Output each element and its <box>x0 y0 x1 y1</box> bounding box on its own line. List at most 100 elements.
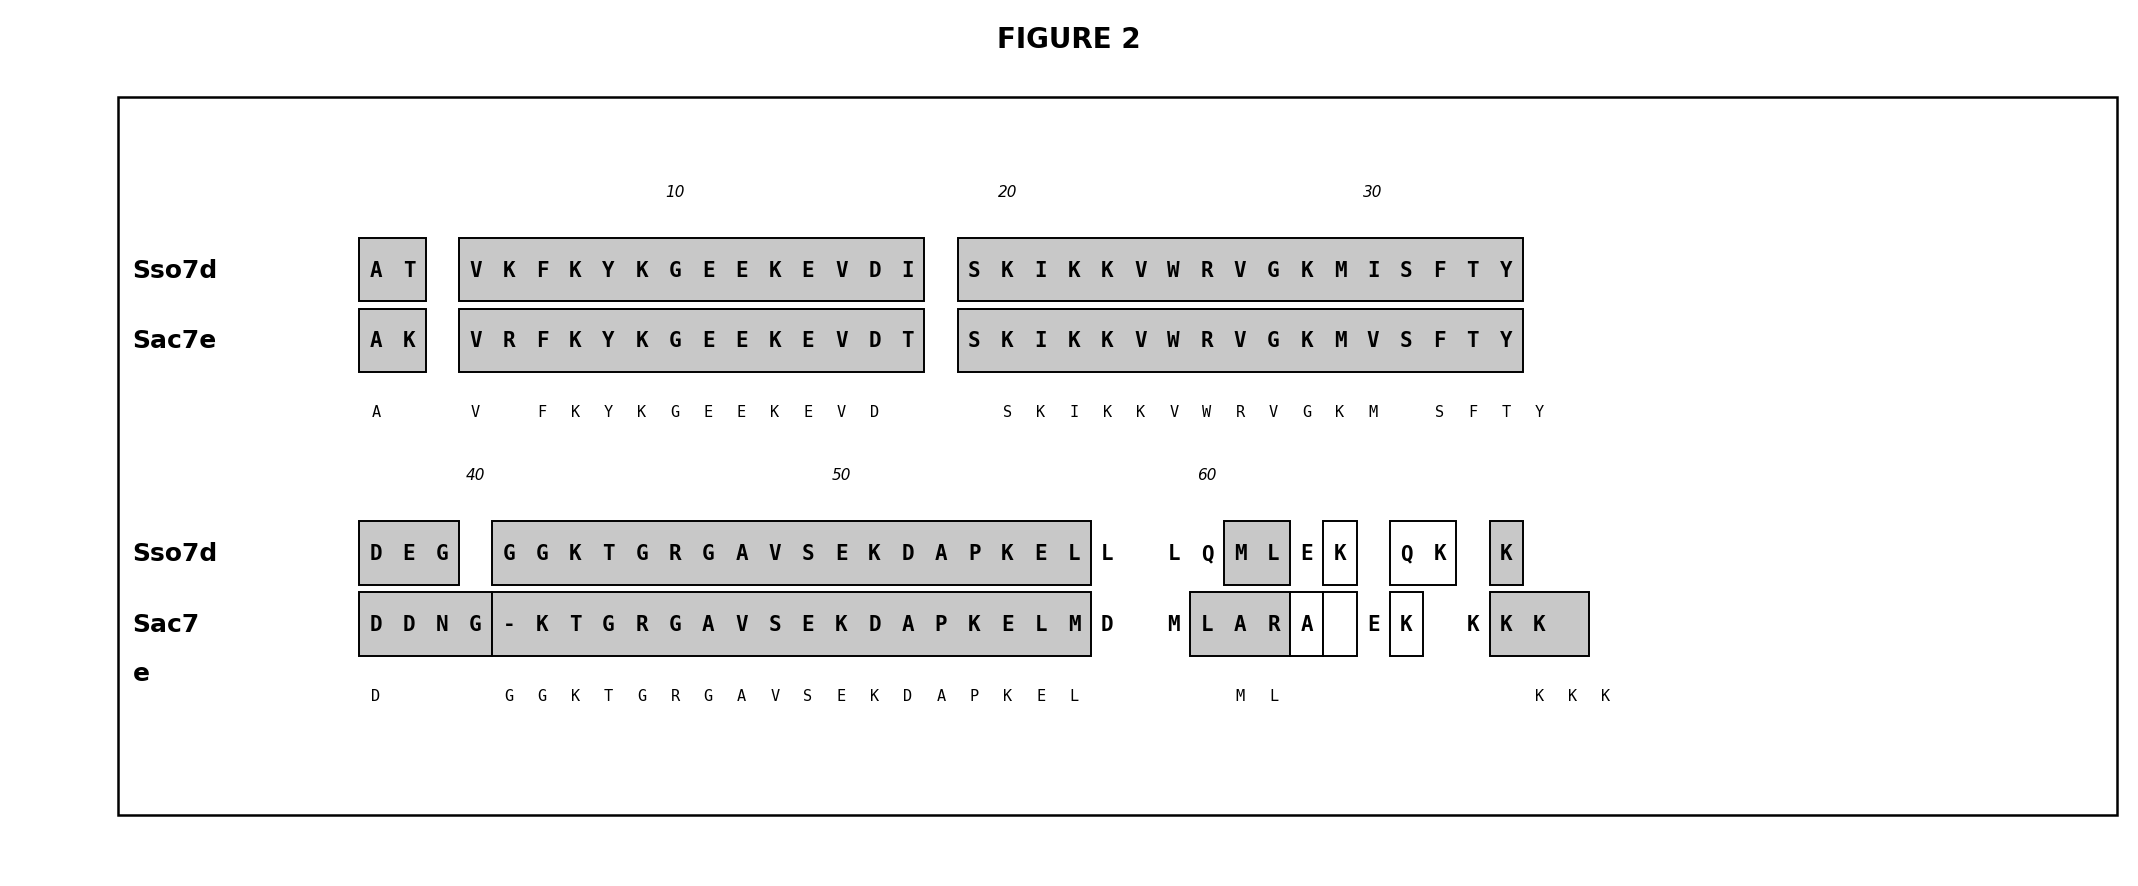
Text: K: K <box>1037 405 1045 419</box>
Text: G: G <box>635 544 648 563</box>
Text: M: M <box>1236 688 1244 703</box>
Bar <box>359 238 425 302</box>
Text: K: K <box>1001 331 1013 351</box>
Text: L: L <box>1069 688 1078 703</box>
Text: F: F <box>1469 405 1477 419</box>
Text: Sac7: Sac7 <box>133 612 199 637</box>
Text: Q: Q <box>1202 544 1212 563</box>
Text: Sso7d: Sso7d <box>133 541 218 566</box>
Text: E: E <box>1035 544 1048 563</box>
Text: R: R <box>502 331 515 351</box>
Text: E: E <box>1366 615 1379 634</box>
Text: G: G <box>1268 260 1281 280</box>
Text: A: A <box>372 405 381 419</box>
Text: E: E <box>804 405 812 419</box>
Bar <box>118 97 2117 815</box>
Text: S: S <box>1400 331 1413 351</box>
Text: V: V <box>770 688 780 703</box>
Text: K: K <box>569 260 582 280</box>
Text: V: V <box>1366 331 1379 351</box>
Text: Sso7d: Sso7d <box>133 258 218 283</box>
Text: A: A <box>735 544 748 563</box>
Text: A: A <box>738 688 746 703</box>
Text: G: G <box>669 260 682 280</box>
Text: T: T <box>1467 260 1479 280</box>
Text: A: A <box>370 260 383 280</box>
Text: e: e <box>133 661 150 686</box>
Text: K: K <box>569 331 582 351</box>
Text: M: M <box>1234 544 1246 563</box>
Text: K: K <box>571 688 579 703</box>
Text: K: K <box>1135 405 1146 419</box>
Text: T: T <box>603 544 616 563</box>
Text: P: P <box>934 615 947 634</box>
Text: V: V <box>1268 405 1279 419</box>
Text: V: V <box>735 615 748 634</box>
Text: D: D <box>868 331 881 351</box>
Text: Sac7e: Sac7e <box>133 329 216 354</box>
Text: G: G <box>436 544 449 563</box>
Text: E: E <box>802 331 815 351</box>
Text: D: D <box>868 615 881 634</box>
Text: K: K <box>1103 405 1112 419</box>
Text: K: K <box>1001 260 1013 280</box>
Text: K: K <box>770 405 780 419</box>
Text: T: T <box>402 260 415 280</box>
Text: E: E <box>802 260 815 280</box>
Text: K: K <box>1003 688 1011 703</box>
Text: 40: 40 <box>466 468 485 483</box>
Text: R: R <box>669 544 682 563</box>
Text: V: V <box>1234 331 1246 351</box>
Text: K: K <box>1601 688 1610 703</box>
Text: G: G <box>468 615 481 634</box>
Text: K: K <box>1533 615 1546 634</box>
Text: D: D <box>870 405 879 419</box>
Text: G: G <box>701 544 714 563</box>
Text: E: E <box>735 331 748 351</box>
Text: W: W <box>1167 331 1180 351</box>
Text: D: D <box>1101 615 1114 634</box>
Text: E: E <box>402 544 415 563</box>
Text: I: I <box>1366 260 1379 280</box>
Text: Q: Q <box>1400 544 1413 563</box>
Text: W: W <box>1202 405 1212 419</box>
Text: I: I <box>1035 331 1048 351</box>
Text: A: A <box>701 615 714 634</box>
Text: G: G <box>502 544 515 563</box>
Text: K: K <box>1300 260 1313 280</box>
Text: K: K <box>637 405 646 419</box>
Text: L: L <box>1167 544 1180 563</box>
Text: V: V <box>836 331 847 351</box>
Text: S: S <box>768 615 780 634</box>
Text: T: T <box>1467 331 1479 351</box>
Text: K: K <box>1067 331 1080 351</box>
Text: E: E <box>701 331 714 351</box>
Text: D: D <box>402 615 415 634</box>
Text: 20: 20 <box>998 184 1018 199</box>
Text: M: M <box>1334 260 1347 280</box>
Text: R: R <box>671 688 680 703</box>
Text: A: A <box>936 688 945 703</box>
Text: P: P <box>971 688 979 703</box>
Text: V: V <box>1234 260 1246 280</box>
Text: T: T <box>569 615 582 634</box>
Text: K: K <box>1467 615 1479 634</box>
Text: K: K <box>969 615 981 634</box>
Bar <box>460 309 924 373</box>
Text: S: S <box>969 260 981 280</box>
Text: V: V <box>1133 260 1146 280</box>
Text: R: R <box>1268 615 1281 634</box>
Bar <box>460 238 924 302</box>
Text: K: K <box>402 331 415 351</box>
Text: G: G <box>669 615 682 634</box>
Text: D: D <box>370 615 383 634</box>
Text: Y: Y <box>1501 331 1512 351</box>
Text: E: E <box>836 544 847 563</box>
Text: E: E <box>701 260 714 280</box>
Text: K: K <box>1101 260 1114 280</box>
Bar <box>1490 593 1589 657</box>
Text: G: G <box>637 688 646 703</box>
Text: K: K <box>870 688 879 703</box>
Bar <box>359 309 425 373</box>
Text: S: S <box>1435 405 1445 419</box>
